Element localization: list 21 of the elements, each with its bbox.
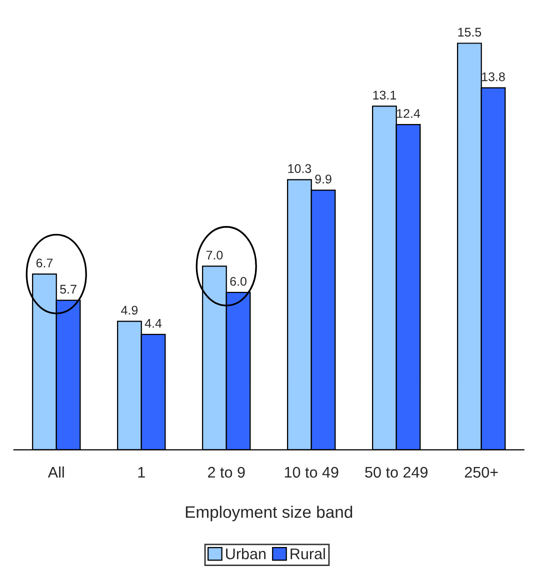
data-label: 9.9 [315,174,332,184]
data-label: 7.0 [206,250,223,260]
x-tick-label: 10 to 49 [284,466,338,478]
x-tick-label: 250+ [464,466,498,478]
x-axis-title: Employment size band [186,506,352,522]
data-label: 5.7 [60,284,76,294]
data-label: 13.1 [373,90,396,100]
x-tick-label: 50 to 249 [365,466,428,478]
data-label: 10.3 [288,164,312,174]
data-label: 12.4 [397,109,420,118]
x-tick-label: 1 [138,467,145,478]
data-label: 6.0 [230,276,246,286]
data-label: 15.5 [458,28,482,37]
legend-label: Urban [226,548,266,560]
data-label: 13.8 [482,72,505,82]
data-label: 6.7 [36,258,53,268]
x-tick-label: All [48,466,64,478]
data-label: 4.9 [121,306,138,315]
data-label: 4.4 [144,319,162,328]
legend-label: Rural [290,548,325,560]
x-tick-label: 2 to 9 [208,466,245,478]
